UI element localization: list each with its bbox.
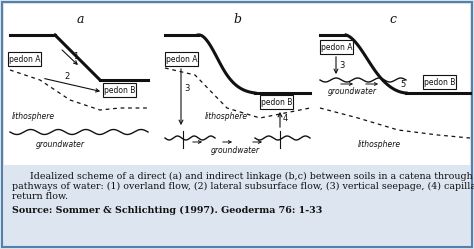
Text: 4: 4 <box>283 114 288 123</box>
Text: b: b <box>233 13 241 26</box>
Bar <box>260 95 293 109</box>
Text: pedon A: pedon A <box>321 43 352 52</box>
Text: c: c <box>390 13 396 26</box>
Text: lithosphere: lithosphere <box>205 112 248 121</box>
Text: return flow.: return flow. <box>12 192 68 201</box>
Text: 3: 3 <box>339 61 345 69</box>
Bar <box>423 75 456 89</box>
Text: Idealized scheme of a direct (a) and indirect linkage (b,c) between soils in a c: Idealized scheme of a direct (a) and ind… <box>30 172 474 181</box>
Text: pedon A: pedon A <box>9 55 40 63</box>
Text: groundwater: groundwater <box>36 140 84 149</box>
Bar <box>320 40 353 54</box>
Text: lithosphere: lithosphere <box>12 112 55 121</box>
Text: 2: 2 <box>64 72 70 81</box>
Text: 1: 1 <box>73 52 78 61</box>
Text: pedon B: pedon B <box>104 85 135 95</box>
Text: 5: 5 <box>400 79 405 88</box>
Bar <box>103 83 136 97</box>
Text: Source: Sommer & Schlichting (1997). Geoderma 76: 1-33: Source: Sommer & Schlichting (1997). Geo… <box>12 206 322 215</box>
Text: pathways of water: (1) overland flow, (2) lateral subsurface flow, (3) vertical : pathways of water: (1) overland flow, (2… <box>12 182 474 191</box>
Text: lithosphere: lithosphere <box>358 140 401 149</box>
Text: a: a <box>76 13 84 26</box>
Text: 3: 3 <box>184 83 190 92</box>
Bar <box>4 4 470 165</box>
Text: groundwater: groundwater <box>328 87 377 96</box>
Bar <box>8 52 41 66</box>
Bar <box>165 52 198 66</box>
Text: pedon B: pedon B <box>261 98 292 107</box>
Text: pedon B: pedon B <box>424 77 455 86</box>
Text: groundwater: groundwater <box>210 146 259 155</box>
Text: pedon A: pedon A <box>166 55 197 63</box>
